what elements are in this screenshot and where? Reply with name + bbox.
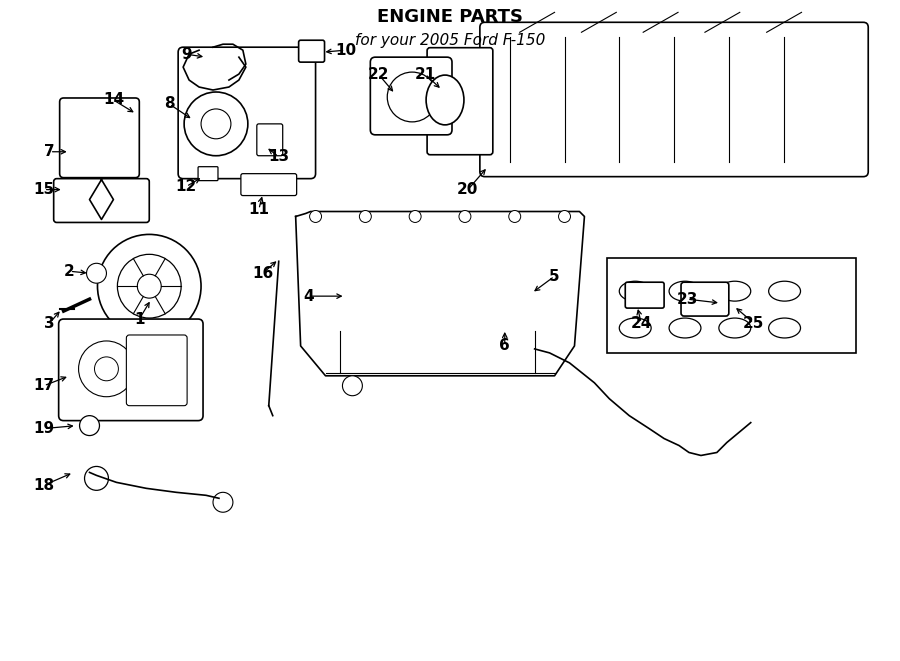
FancyBboxPatch shape bbox=[198, 167, 218, 180]
Circle shape bbox=[184, 92, 248, 156]
Text: ENGINE PARTS: ENGINE PARTS bbox=[377, 9, 523, 26]
Text: 2: 2 bbox=[64, 264, 75, 279]
Ellipse shape bbox=[719, 281, 751, 301]
FancyBboxPatch shape bbox=[480, 22, 868, 176]
FancyBboxPatch shape bbox=[626, 282, 664, 308]
Text: 11: 11 bbox=[248, 202, 269, 217]
Text: 6: 6 bbox=[500, 338, 510, 354]
FancyBboxPatch shape bbox=[58, 319, 203, 420]
Circle shape bbox=[387, 72, 437, 122]
Circle shape bbox=[310, 210, 321, 223]
Text: for your 2005 Ford F-150: for your 2005 Ford F-150 bbox=[355, 33, 545, 48]
Ellipse shape bbox=[769, 281, 800, 301]
Text: 13: 13 bbox=[268, 149, 289, 164]
Circle shape bbox=[213, 492, 233, 512]
Text: 7: 7 bbox=[44, 144, 55, 159]
FancyBboxPatch shape bbox=[256, 124, 283, 156]
FancyBboxPatch shape bbox=[299, 40, 325, 62]
Circle shape bbox=[86, 263, 106, 283]
Text: 18: 18 bbox=[33, 478, 54, 493]
Circle shape bbox=[138, 274, 161, 298]
Circle shape bbox=[201, 109, 231, 139]
Bar bbox=[608, 258, 856, 353]
Text: 1: 1 bbox=[134, 311, 145, 327]
Text: 21: 21 bbox=[415, 67, 436, 81]
Text: 20: 20 bbox=[457, 182, 479, 197]
Text: 4: 4 bbox=[303, 289, 314, 303]
Circle shape bbox=[79, 416, 100, 436]
Ellipse shape bbox=[669, 281, 701, 301]
FancyBboxPatch shape bbox=[428, 48, 493, 155]
Text: 8: 8 bbox=[164, 97, 175, 112]
FancyBboxPatch shape bbox=[370, 57, 452, 135]
Circle shape bbox=[508, 210, 521, 223]
Ellipse shape bbox=[619, 318, 652, 338]
Ellipse shape bbox=[669, 318, 701, 338]
Ellipse shape bbox=[769, 318, 800, 338]
FancyBboxPatch shape bbox=[126, 335, 187, 406]
Polygon shape bbox=[296, 212, 584, 376]
Circle shape bbox=[410, 210, 421, 223]
Text: 16: 16 bbox=[252, 266, 274, 281]
Text: 14: 14 bbox=[103, 93, 124, 108]
Text: 25: 25 bbox=[743, 315, 764, 330]
Ellipse shape bbox=[619, 281, 652, 301]
Text: 3: 3 bbox=[44, 315, 55, 330]
Circle shape bbox=[459, 210, 471, 223]
Circle shape bbox=[490, 308, 519, 338]
Text: 17: 17 bbox=[33, 378, 54, 393]
Circle shape bbox=[78, 341, 134, 397]
Text: 5: 5 bbox=[549, 269, 560, 284]
Text: 10: 10 bbox=[335, 43, 356, 58]
Circle shape bbox=[117, 254, 181, 318]
FancyBboxPatch shape bbox=[681, 282, 729, 316]
Circle shape bbox=[97, 235, 201, 338]
Ellipse shape bbox=[426, 75, 464, 125]
Circle shape bbox=[343, 376, 363, 396]
FancyBboxPatch shape bbox=[59, 98, 140, 178]
Polygon shape bbox=[89, 180, 113, 219]
FancyBboxPatch shape bbox=[505, 281, 553, 309]
Text: 23: 23 bbox=[676, 292, 698, 307]
Text: 12: 12 bbox=[176, 179, 197, 194]
Text: 22: 22 bbox=[367, 67, 389, 81]
Text: 15: 15 bbox=[33, 182, 54, 197]
Circle shape bbox=[359, 210, 372, 223]
FancyBboxPatch shape bbox=[241, 174, 297, 196]
Ellipse shape bbox=[719, 318, 751, 338]
Circle shape bbox=[559, 210, 571, 223]
Text: 19: 19 bbox=[33, 421, 54, 436]
FancyBboxPatch shape bbox=[54, 178, 149, 223]
Circle shape bbox=[94, 357, 119, 381]
FancyBboxPatch shape bbox=[178, 47, 316, 178]
Text: 24: 24 bbox=[631, 315, 652, 330]
Circle shape bbox=[85, 467, 108, 490]
Text: 9: 9 bbox=[181, 47, 192, 61]
